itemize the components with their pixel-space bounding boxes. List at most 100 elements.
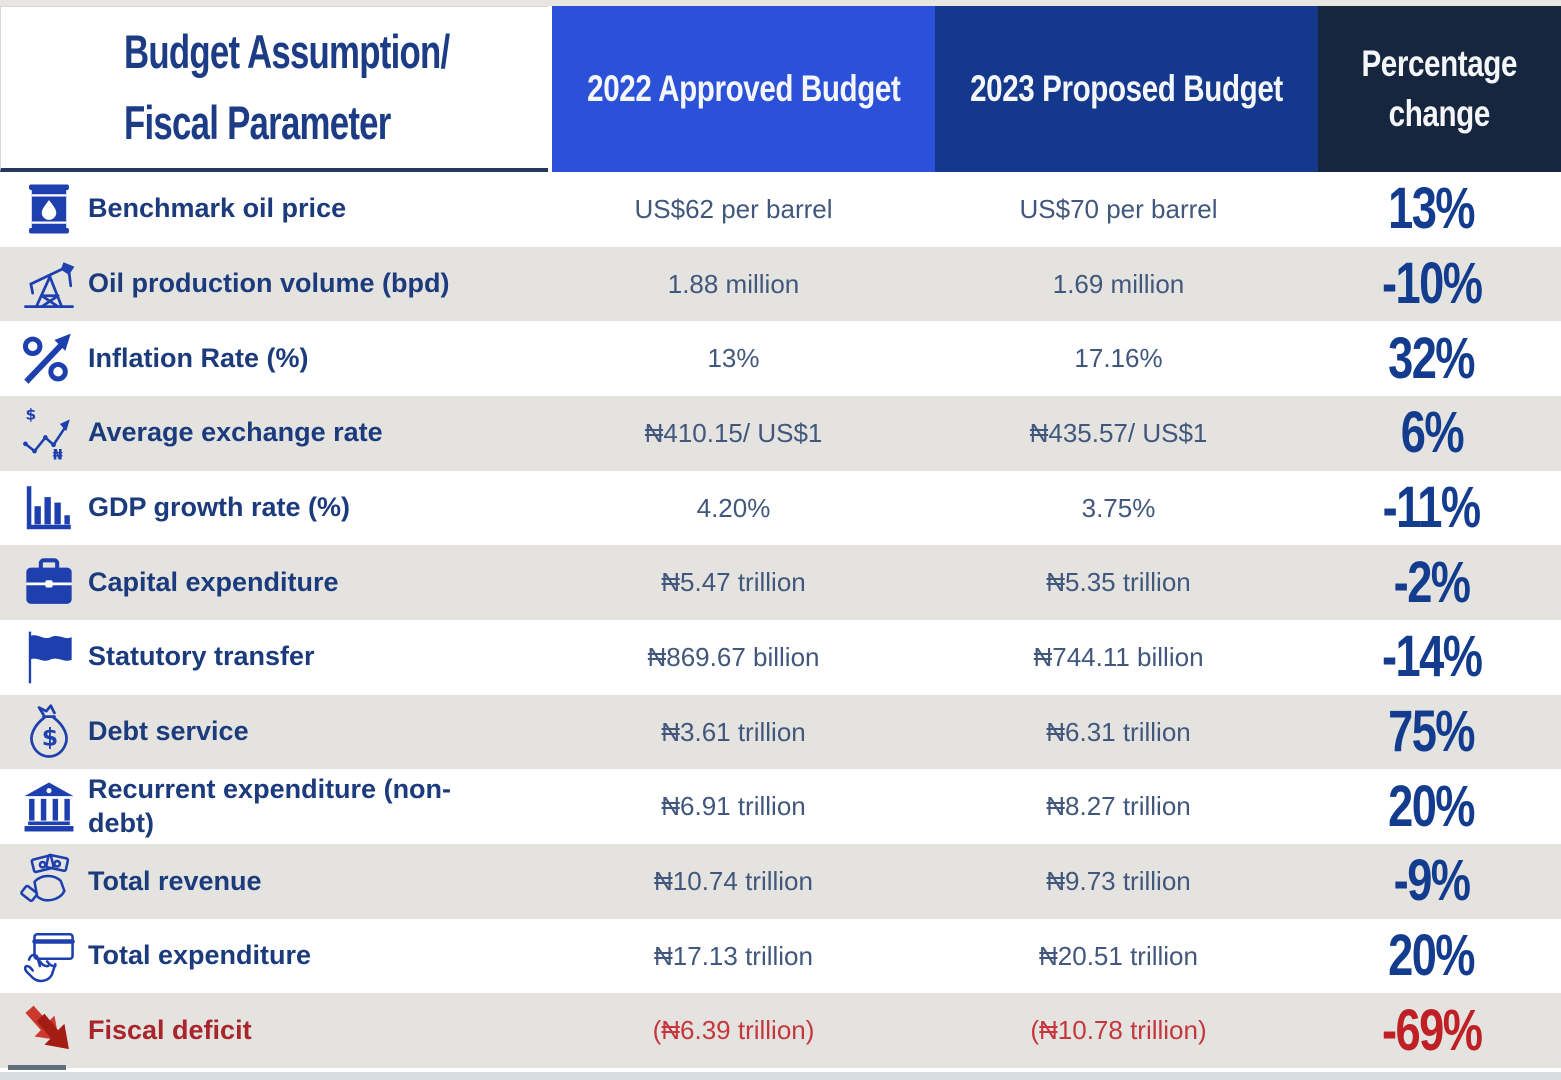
bank-icon (20, 778, 78, 836)
row-percentage-change: -2% (1393, 549, 1471, 615)
row-value-2023: ₦9.73 trillion (1046, 865, 1191, 896)
row-label: Capital expenditure (88, 566, 339, 597)
svg-text:₦: ₦ (53, 448, 63, 463)
row-value-2022: 13% (707, 343, 760, 374)
row-percentage-change: 6% (1400, 400, 1464, 466)
row-value-2023: ₦20.51 trillion (1039, 940, 1198, 971)
header-cell-percentage-change: Percentage change (1318, 6, 1561, 172)
row-value-2023: US$70 per barrel (1019, 193, 1218, 224)
row-icon-cell (0, 628, 88, 686)
row-value-2023: ₦744.11 billion (1033, 641, 1204, 672)
table-body: Benchmark oil price US$62 per barrel US$… (0, 172, 1561, 1069)
cash-hand-icon (20, 852, 78, 910)
oil-barrel-icon (20, 180, 78, 238)
row-value-2022: ₦3.61 trillion (661, 716, 806, 747)
table-row-capital-expenditure: Capital expenditure ₦5.47 trillion ₦5.35… (0, 545, 1561, 621)
row-icon-cell (0, 778, 88, 836)
row-value-2022: 4.20% (696, 492, 771, 523)
table-row-total-revenue: Total revenue ₦10.74 trillion ₦9.73 tril… (0, 844, 1561, 919)
oil-pump-icon (20, 255, 78, 313)
row-value-2022: ₦10.74 trillion (654, 865, 813, 896)
table-row-gdp-growth-rate: GDP growth rate (%) 4.20% 3.75% -11% (0, 470, 1561, 546)
briefcase-icon (20, 554, 78, 612)
table-row-inflation-rate: Inflation Rate (%) 13% 17.16% 32% (0, 321, 1561, 397)
svg-text:$: $ (25, 406, 36, 424)
row-value-2023: 1.69 million (1052, 268, 1185, 299)
header-2022-label: 2022 Approved Budget (586, 68, 901, 110)
row-label: Inflation Rate (%) (88, 342, 309, 373)
row-icon-cell (0, 1002, 88, 1060)
row-icon-cell (0, 554, 88, 612)
row-icon-cell (0, 180, 88, 238)
deficit-arrows-icon (20, 1002, 78, 1060)
row-value-2022: ₦410.15/ US$1 (644, 417, 823, 448)
row-percentage-change: 13% (1388, 176, 1476, 242)
table-row-oil-production-volume-bpd: Oil production volume (bpd) 1.88 million… (0, 246, 1561, 322)
percentage-header-line1: Percentage (1361, 43, 1518, 85)
row-value-2022: (₦6.39 trillion) (652, 1015, 815, 1046)
row-value-2023: (₦10.78 trillion) (1030, 1015, 1207, 1046)
table-row-average-exchange-rate: $ ₦ Average exchange rate ₦410.15/ US$1 … (0, 396, 1561, 471)
row-percentage-change: -11% (1383, 475, 1481, 541)
row-icon-cell (0, 330, 88, 388)
row-icon-cell: $ ₦ (0, 404, 88, 462)
row-percentage-change: 75% (1388, 699, 1476, 765)
row-percentage-change: 32% (1388, 325, 1476, 391)
row-icon-cell (0, 479, 88, 537)
row-label: GDP growth rate (%) (88, 492, 351, 523)
row-value-2023: ₦6.31 trillion (1046, 716, 1191, 747)
row-value-2022: 1.88 million (667, 268, 800, 299)
row-percentage-change: -14% (1381, 624, 1483, 690)
parameter-header-line2: Fiscal Parameter (124, 95, 391, 149)
svg-text:$: $ (42, 724, 58, 752)
row-percentage-change: -69% (1381, 997, 1483, 1063)
row-label: Statutory transfer (88, 641, 315, 672)
header-cell-2022-approved-budget: 2022 Approved Budget (548, 6, 935, 172)
header-2023-label: 2023 Proposed Budget (970, 68, 1283, 110)
row-label: Fiscal deficit (88, 1014, 252, 1045)
row-icon-cell (0, 927, 88, 985)
table-row-statutory-transfer: Statutory transfer ₦869.67 billion ₦744.… (0, 620, 1561, 695)
row-value-2023: 3.75% (1081, 492, 1156, 523)
row-icon-cell (0, 852, 88, 910)
row-label: Average exchange rate (88, 417, 383, 448)
row-label: Recurrent expenditure (non-debt) (88, 773, 452, 838)
row-percentage-change: -10% (1381, 251, 1483, 316)
card-hand-icon (20, 927, 78, 985)
row-value-2022: ₦869.67 billion (647, 641, 820, 672)
row-label: Benchmark oil price (88, 193, 347, 224)
header-cell-parameter: Budget Assumption/ Fiscal Parameter (0, 6, 548, 172)
row-percentage-change: 20% (1388, 923, 1476, 989)
row-value-2022: ₦6.91 trillion (661, 791, 806, 822)
row-label: Debt service (88, 716, 249, 747)
exchange-rate-icon: $ ₦ (20, 404, 78, 462)
row-icon-cell: $ (0, 703, 88, 761)
row-label: Total revenue (88, 865, 262, 896)
row-percentage-change: -9% (1393, 848, 1471, 914)
header-cell-2023-proposed-budget: 2023 Proposed Budget (935, 6, 1318, 172)
table-row-benchmark-oil-price: Benchmark oil price US$62 per barrel US$… (0, 172, 1561, 247)
deficit-underline (8, 1065, 66, 1070)
gdp-bar-chart-icon (20, 479, 78, 537)
flag-icon (20, 628, 78, 686)
row-value-2023: 17.16% (1074, 343, 1163, 374)
table-row-total-expenditure: Total expenditure ₦17.13 trillion ₦20.51… (0, 918, 1561, 994)
table-row-recurrent-expenditure-non-debt: Recurrent expenditure (non-debt) ₦6.91 t… (0, 769, 1561, 845)
table-header-row: Budget Assumption/ Fiscal Parameter 2022… (0, 6, 1561, 172)
row-value-2022: ₦17.13 trillion (654, 940, 813, 971)
money-bag-icon: $ (20, 703, 78, 761)
table-row-debt-service: $ Debt service ₦3.61 trillion ₦6.31 tril… (0, 694, 1561, 770)
percentage-header-line2: change (1388, 93, 1491, 134)
top-strip (0, 0, 1561, 6)
row-value-2023: ₦5.35 trillion (1046, 567, 1191, 598)
row-value-2023: ₦8.27 trillion (1046, 791, 1191, 822)
inflation-icon (20, 330, 78, 388)
parameter-header-line1: Budget Assumption/ (124, 25, 450, 78)
row-value-2023: ₦435.57/ US$1 (1029, 417, 1208, 448)
row-label: Total expenditure (88, 940, 312, 971)
bottom-area (0, 1065, 1561, 1080)
bottom-band (0, 1072, 1561, 1080)
row-value-2022: US$62 per barrel (634, 193, 833, 224)
row-value-2022: ₦5.47 trillion (661, 567, 806, 598)
